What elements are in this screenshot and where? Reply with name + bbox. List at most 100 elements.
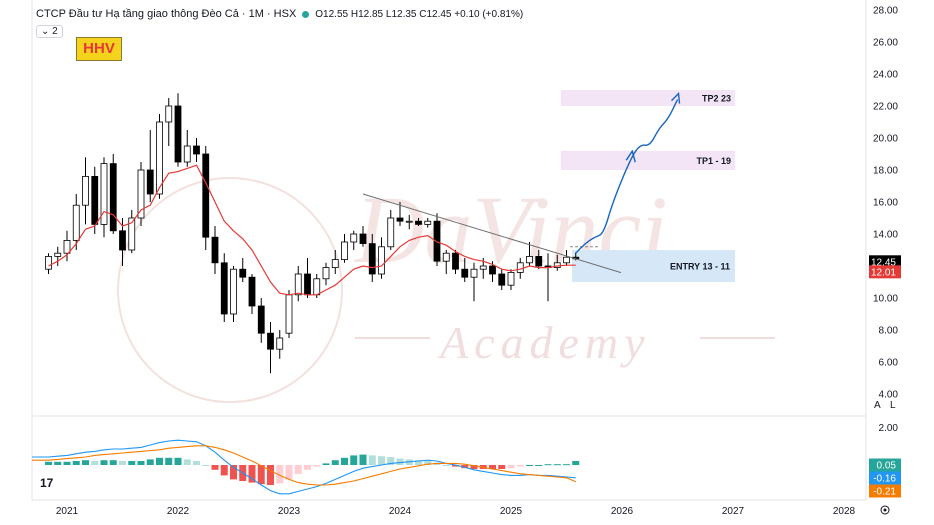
grid <box>31 0 867 501</box>
macd-hist-bar-48 <box>489 465 496 469</box>
time-tick-0: 2021 <box>56 506 79 517</box>
close-price-label: 12.45 <box>871 257 896 268</box>
zone-label-1: TP1 - 19 <box>696 156 731 166</box>
price-tick-7: 18.00 <box>873 166 898 177</box>
settings-gear-icon <box>880 505 890 515</box>
watermark-ring <box>117 177 343 403</box>
candle-body-52 <box>526 255 533 264</box>
signal-value-label-bg <box>869 484 901 498</box>
macd-value-label: -0.16 <box>873 474 896 485</box>
macd-hist-bar-13 <box>165 457 173 465</box>
candle-body-45 <box>461 268 469 278</box>
macd-hist-bar-25 <box>276 465 284 484</box>
collapse-count: 2 <box>52 26 58 37</box>
ticker-tag: HHV <box>76 37 122 61</box>
macd-hist-bar-24 <box>267 465 274 485</box>
macd-hist-bar-49 <box>498 465 506 469</box>
time-tick-3: 2024 <box>389 506 412 517</box>
macd-hist-bar-35 <box>368 455 376 465</box>
candle-body-17 <box>202 153 210 238</box>
signal-line <box>32 445 576 486</box>
macd-hist-bar-30 <box>322 463 330 465</box>
macd-hist-bar-34 <box>359 454 367 465</box>
watermark-academy: Academy <box>437 317 651 368</box>
candle-body-35 <box>368 243 376 275</box>
macd-hist-bar-11 <box>146 459 154 465</box>
projection-arrow-tp2 <box>671 92 681 104</box>
macd-hist-bar-15 <box>183 459 191 465</box>
time-tick-1: 2022 <box>167 506 190 517</box>
candle-body-44 <box>452 252 459 270</box>
macd-hist-bar-51 <box>516 465 524 467</box>
macd-hist-bar-12 <box>156 457 163 465</box>
price-tick-12: 28.00 <box>873 6 898 17</box>
macd-hist-bar-4 <box>82 460 89 465</box>
overlay-lines <box>48 92 681 296</box>
candle-body-3 <box>72 204 80 241</box>
candle-body-40 <box>415 220 422 225</box>
macd-hist-bar-18 <box>211 465 219 470</box>
close-price-label-bg <box>869 255 901 269</box>
candle-body-39 <box>405 220 413 223</box>
macd-hist-bar-2 <box>63 461 71 465</box>
candle-body-28 <box>304 273 311 296</box>
candle-body-9 <box>128 217 136 251</box>
candle-body-1 <box>54 252 62 257</box>
candle-body-10 <box>137 169 145 219</box>
candle-body-0 <box>45 255 52 270</box>
macd-pane <box>32 439 580 495</box>
candle-body-41 <box>424 220 432 225</box>
log-scale-button[interactable]: L <box>890 400 896 411</box>
signal-value-label: -0.21 <box>873 487 896 498</box>
ema-line <box>48 164 576 296</box>
candle-body-4 <box>82 175 89 206</box>
zone-1 <box>560 150 735 170</box>
macd-hist-bar-14 <box>174 457 182 465</box>
macd-hist-bar-16 <box>193 461 200 465</box>
macd-hist-label: 0.05 <box>877 461 897 472</box>
candle-body-51 <box>516 262 524 273</box>
candle-body-19 <box>220 262 228 315</box>
macd-hist-bar-43 <box>442 465 450 466</box>
macd-hist-bar-52 <box>526 465 533 466</box>
zone-label-0: TP2 23 <box>702 94 731 104</box>
candle-body-43 <box>442 252 450 262</box>
candle-body-42 <box>433 220 441 262</box>
macd-hist-bar-6 <box>100 460 108 465</box>
macd-hist-bar-27 <box>294 465 302 474</box>
auto-scale-button[interactable]: A <box>874 400 881 411</box>
candle-body-27 <box>294 273 302 296</box>
symbol-title[interactable]: CTCP Đầu tư Hạ tầng giao thông Đèo Cả · … <box>36 8 297 20</box>
candles <box>45 93 580 374</box>
macd-hist-bar-46 <box>470 465 478 469</box>
candle-body-34 <box>359 233 367 244</box>
macd-hist-bar-5 <box>91 461 99 465</box>
macd-hist-bar-17 <box>202 465 210 466</box>
macd-hist-bar-22 <box>248 465 256 483</box>
candle-body-24 <box>267 332 274 350</box>
candle-body-21 <box>239 268 247 278</box>
macd-hist-bar-10 <box>137 461 145 465</box>
macd-hist-bar-38 <box>396 458 404 465</box>
candle-body-32 <box>341 241 348 261</box>
macd-hist-bar-29 <box>313 465 321 467</box>
chart-header: CTCP Đầu tư Hạ tầng giao thông Đèo Cả · … <box>36 8 523 20</box>
trendline <box>362 193 622 274</box>
macd-hist-bar-37 <box>387 457 395 465</box>
market-status-dot <box>302 10 310 18</box>
candle-body-8 <box>119 230 126 251</box>
collapse-button[interactable]: ⌄ 2 <box>36 25 63 38</box>
tradingview-logo-icon[interactable]: 17 <box>40 476 54 490</box>
price-tick-0: 4.00 <box>879 390 899 401</box>
candle-body-37 <box>387 217 395 248</box>
candle-body-25 <box>276 337 284 350</box>
candle-body-26 <box>285 294 293 334</box>
macd-hist-bar-7 <box>109 460 117 465</box>
macd-hist-bar-40 <box>415 460 422 465</box>
candle-body-7 <box>109 163 117 232</box>
candle-body-22 <box>248 276 256 307</box>
candle-body-12 <box>156 121 163 195</box>
candle-body-11 <box>146 169 154 195</box>
macd-hist-bar-36 <box>378 456 385 465</box>
